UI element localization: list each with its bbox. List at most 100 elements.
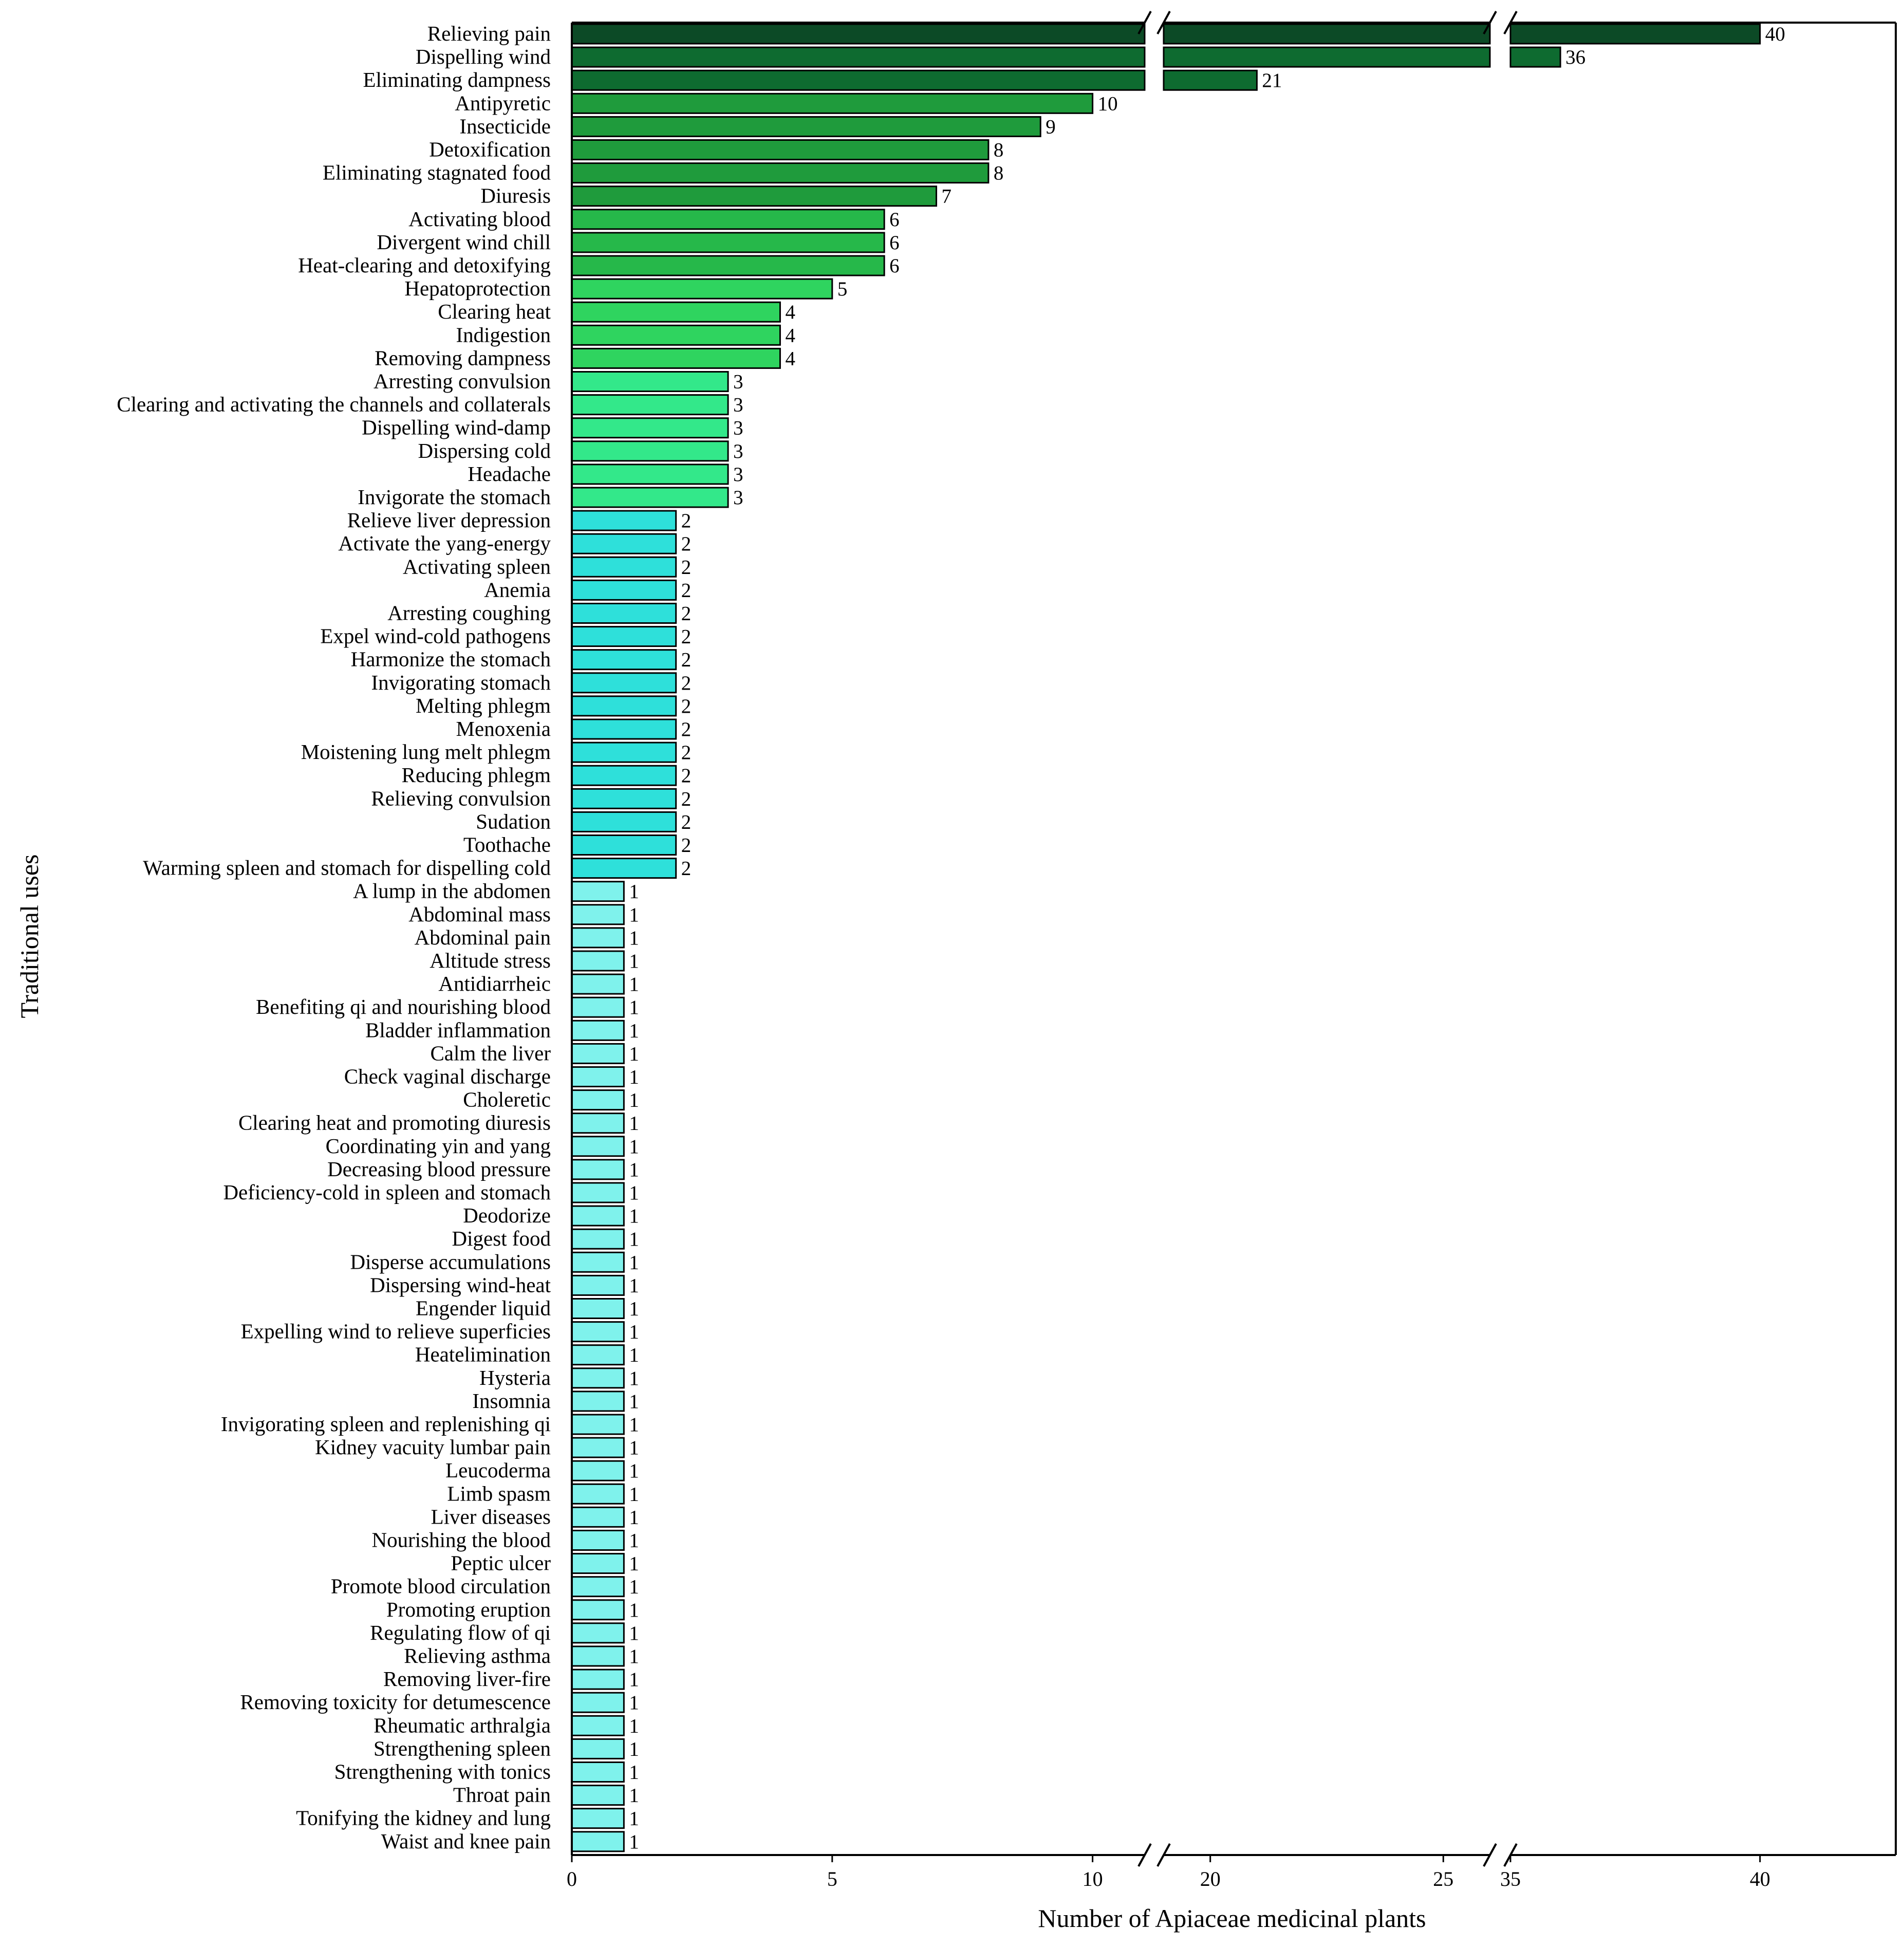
value-label: 1	[629, 1182, 639, 1204]
value-label: 3	[733, 417, 743, 439]
bar-segment	[571, 394, 729, 416]
x-tick-label: 5	[827, 1867, 837, 1890]
bar	[571, 1274, 625, 1296]
category-label: A lump in the abdomen	[353, 879, 551, 903]
value-label: 2	[681, 510, 692, 532]
bar-segment	[571, 139, 990, 160]
category-label: Strengthening with tonics	[334, 1760, 551, 1784]
bar	[571, 1761, 625, 1783]
value-label: 1	[629, 950, 639, 972]
bar-segment	[571, 765, 677, 786]
bar-segment	[571, 1414, 625, 1435]
bar-segment	[571, 1274, 625, 1296]
x-axis-ticks: 0 5 10 20 25 35 40	[567, 1855, 1770, 1890]
value-label: 1	[629, 1205, 639, 1227]
bar-segment	[571, 278, 833, 300]
bar	[571, 835, 677, 856]
bar	[571, 973, 625, 995]
bar-segment	[571, 1576, 625, 1598]
category-label: Peptic ulcer	[451, 1551, 551, 1575]
bar-segment	[571, 533, 677, 554]
value-label: 1	[629, 1159, 639, 1181]
bar	[571, 1298, 625, 1319]
value-label: 1	[629, 1019, 639, 1042]
value-label: 1	[629, 1414, 639, 1436]
bar	[571, 1228, 625, 1250]
bar	[571, 1414, 625, 1435]
bar-segment	[571, 371, 729, 392]
bar	[571, 695, 677, 717]
value-label: 2	[681, 858, 692, 880]
bar-segment	[571, 1182, 625, 1203]
x-tick-label: 35	[1500, 1867, 1521, 1890]
bar-segment	[571, 811, 677, 832]
bar	[571, 765, 677, 786]
category-label: Indigestion	[456, 323, 551, 346]
bar-segment	[571, 579, 677, 601]
bar-segment	[571, 1506, 625, 1528]
value-label: 1	[629, 881, 639, 903]
bar-segment	[571, 209, 885, 230]
category-label: Activate the yang-energy	[338, 531, 551, 555]
bar-segment	[571, 1761, 625, 1783]
bar-segment	[571, 440, 729, 462]
category-label: Removing toxicity for detumescence	[240, 1690, 551, 1714]
bar-segment	[571, 1692, 625, 1713]
bar	[571, 1089, 625, 1111]
value-label: 3	[733, 440, 743, 462]
value-label: 2	[681, 649, 692, 671]
bar-segment	[1509, 46, 1561, 68]
bar-segment	[571, 1668, 625, 1690]
category-label: Kidney vacuity lumbar pain	[315, 1435, 551, 1459]
bar	[571, 278, 833, 300]
bar-segment	[571, 904, 625, 925]
value-label: 40	[1765, 23, 1785, 45]
bar	[571, 533, 677, 554]
bar-segment	[571, 1043, 625, 1064]
value-label: 1	[629, 1622, 639, 1644]
value-label: 9	[1046, 116, 1056, 138]
bar-segment	[571, 417, 729, 439]
value-label: 1	[629, 1460, 639, 1482]
value-label: 1	[629, 1228, 639, 1250]
bar-segment	[571, 1321, 625, 1343]
bar-segment	[571, 1738, 625, 1759]
bar	[571, 1043, 625, 1064]
category-label: Calm the liver	[430, 1041, 551, 1065]
x-tick-label: 25	[1433, 1867, 1453, 1890]
bar-segment	[571, 1390, 625, 1412]
category-label: Invigorating spleen and replenishing qi	[221, 1412, 551, 1436]
bar-segment	[571, 973, 625, 995]
bar	[571, 904, 625, 925]
bar-segment	[1163, 69, 1258, 91]
bar	[571, 950, 625, 972]
bar-segment	[571, 1159, 625, 1180]
category-label: Expel wind-cold pathogens	[320, 624, 551, 648]
bars-layer	[571, 23, 1761, 1852]
category-label: Melting phlegm	[416, 694, 551, 717]
bar-segment	[571, 835, 677, 856]
value-label: 1	[629, 1553, 639, 1575]
bar	[571, 1808, 625, 1829]
category-label: Heat-clearing and detoxifying	[298, 253, 551, 277]
value-label: 4	[785, 347, 795, 369]
bar-segment	[571, 672, 677, 694]
axes	[571, 11, 1897, 1867]
bar-segment	[571, 510, 677, 531]
value-label: 2	[681, 579, 692, 601]
bar-segment	[571, 23, 1146, 45]
category-label: Limb spasm	[447, 1481, 551, 1505]
bar	[571, 718, 677, 740]
category-label: Engender liquid	[416, 1296, 551, 1320]
category-label: Deodorize	[463, 1203, 551, 1227]
category-label: Check vaginal discharge	[344, 1065, 551, 1088]
value-label: 1	[629, 1298, 639, 1320]
value-label: 2	[681, 626, 692, 648]
category-label: Dispersing wind-heat	[370, 1273, 551, 1296]
value-label: 2	[681, 533, 692, 555]
bar	[571, 603, 677, 624]
bar-segment	[1163, 46, 1491, 68]
bar	[571, 672, 677, 694]
